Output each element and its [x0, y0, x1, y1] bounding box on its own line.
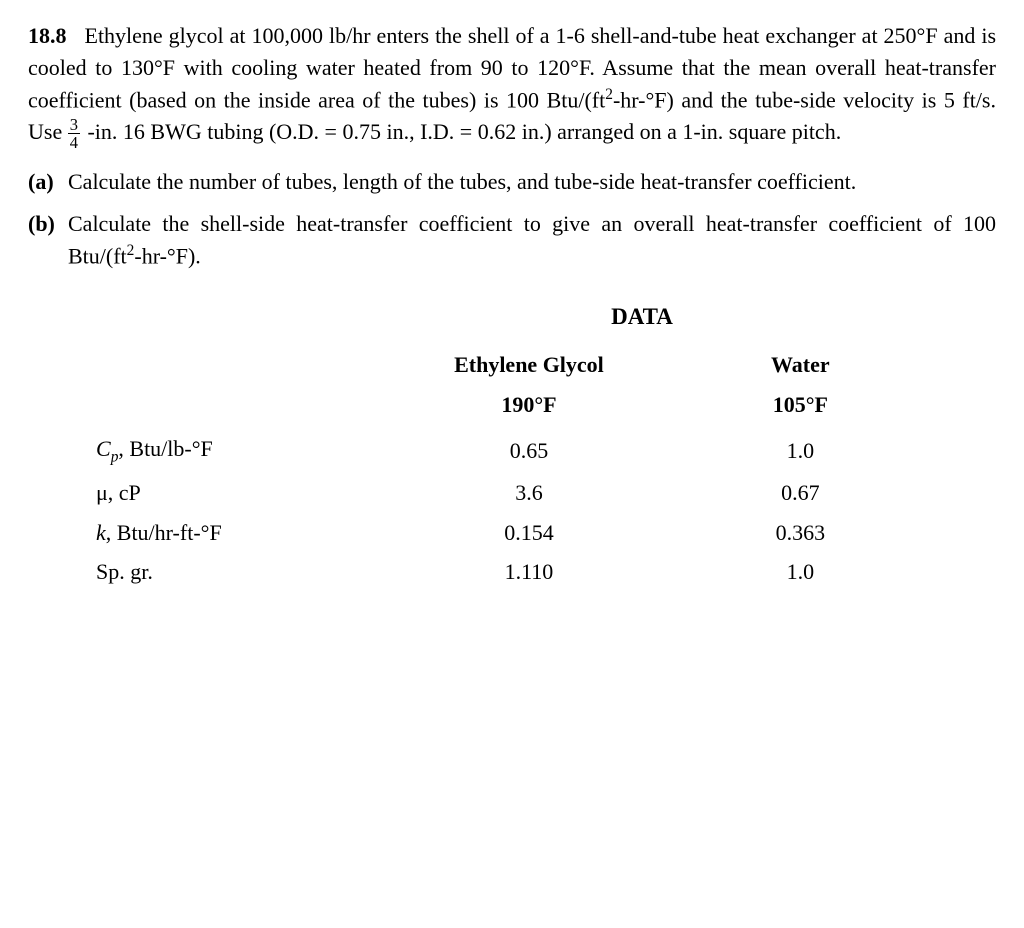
row-value-water: 1.0 [665, 429, 936, 473]
table-row: Cp, Btu/lb-°F0.651.0 [88, 429, 936, 473]
table-header-row: Ethylene Glycol Water [88, 345, 936, 385]
fraction-3-4: 34 [68, 116, 80, 152]
table-row: Sp. gr.1.1101.0 [88, 552, 936, 592]
intro-p3: -in. 16 BWG tubing (O.D. = 0.75 in., I.D… [82, 119, 841, 144]
data-section: DATA Ethylene Glycol Water 190°F 105°F C… [28, 300, 996, 593]
row-value-water: 1.0 [665, 552, 936, 592]
row-value-ethylene: 1.110 [393, 552, 664, 592]
row-label: k, Btu/hr-ft-°F [88, 513, 393, 553]
row-value-water: 0.67 [665, 473, 936, 513]
data-title: DATA [88, 300, 936, 333]
row-value-ethylene: 0.65 [393, 429, 664, 473]
data-table: Ethylene Glycol Water 190°F 105°F Cp, Bt… [88, 345, 936, 592]
subheader-105f: 105°F [665, 385, 936, 429]
table-row: μ, cP3.60.67 [88, 473, 936, 513]
problem-intro: 18.8Ethylene glycol at 100,000 lb/hr ent… [28, 20, 996, 152]
row-label: Cp, Btu/lb-°F [88, 429, 393, 473]
part-b: (b) Calculate the shell-side heat-transf… [28, 208, 996, 272]
row-value-ethylene: 0.154 [393, 513, 664, 553]
subheader-empty [88, 385, 393, 429]
header-empty [88, 345, 393, 385]
row-label: μ, cP [88, 473, 393, 513]
header-water: Water [665, 345, 936, 385]
part-a: (a) Calculate the number of tubes, lengt… [28, 166, 996, 198]
part-b-label: (b) [28, 208, 68, 272]
part-a-text: Calculate the number of tubes, length of… [68, 166, 996, 198]
row-value-ethylene: 3.6 [393, 473, 664, 513]
part-b-text: Calculate the shell-side heat-transfer c… [68, 208, 996, 272]
header-ethylene-glycol: Ethylene Glycol [393, 345, 664, 385]
intro-sup2: 2 [605, 86, 613, 103]
subheader-190f: 190°F [393, 385, 664, 429]
row-value-water: 0.363 [665, 513, 936, 553]
problem-number: 18.8 [28, 23, 67, 48]
table-body: Cp, Btu/lb-°F0.651.0μ, cP3.60.67k, Btu/h… [88, 429, 936, 592]
table-row: k, Btu/hr-ft-°F0.1540.363 [88, 513, 936, 553]
table-subheader-row: 190°F 105°F [88, 385, 936, 429]
part-a-label: (a) [28, 166, 68, 198]
row-label: Sp. gr. [88, 552, 393, 592]
